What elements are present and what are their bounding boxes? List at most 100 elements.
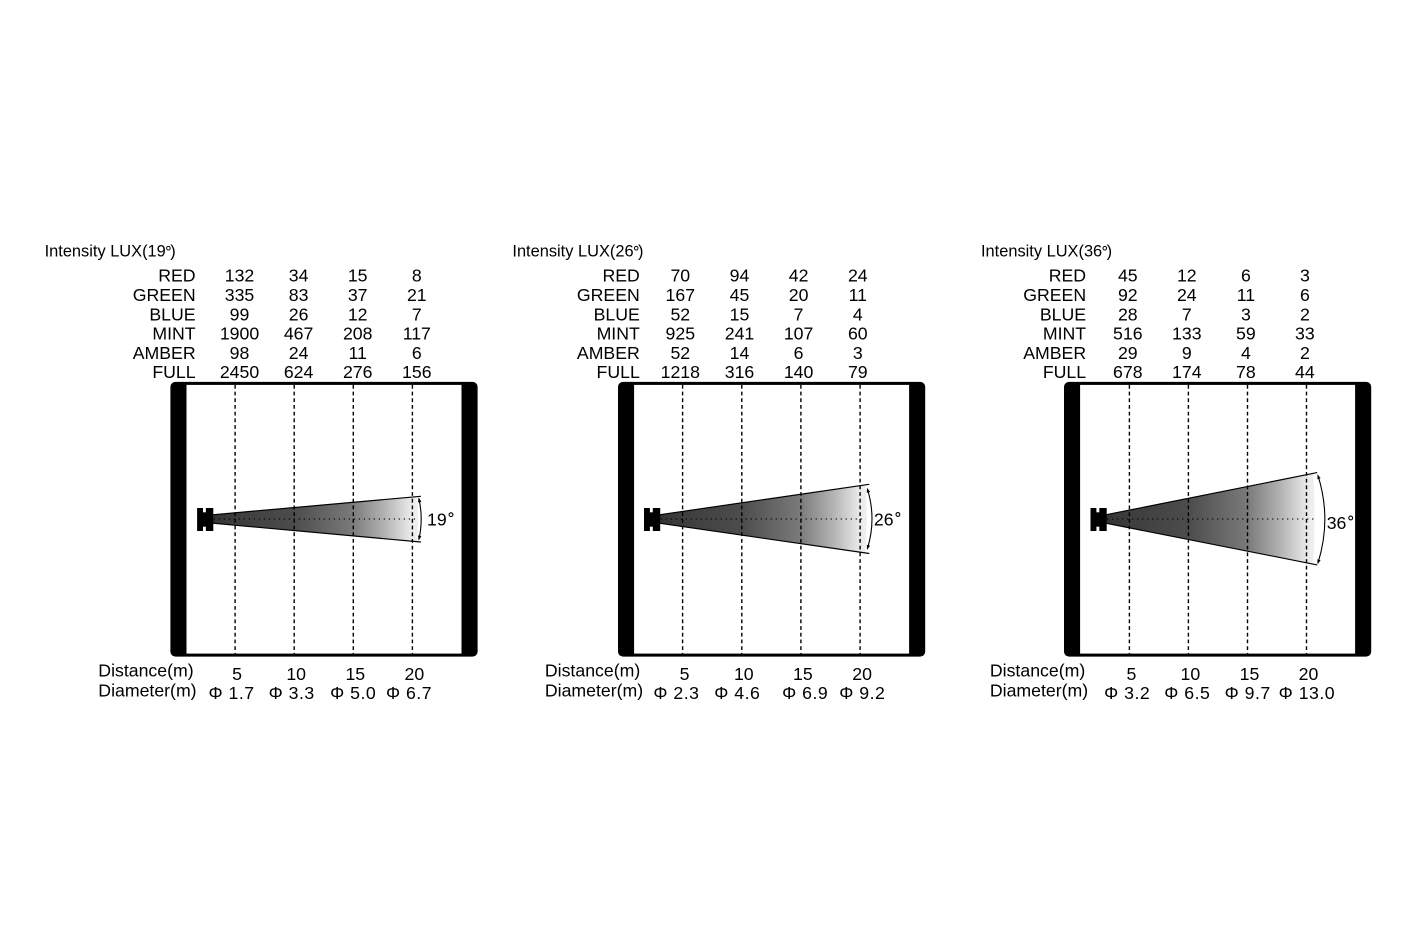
svg-text:Diameter(m): Diameter(m) (990, 680, 1088, 700)
svg-text:): ) (638, 243, 643, 261)
svg-text:Φ 9.2: Φ 9.2 (839, 683, 885, 703)
svg-text:21: 21 (407, 285, 427, 305)
svg-text:MINT: MINT (1043, 324, 1086, 344)
svg-text:2: 2 (1300, 304, 1310, 324)
svg-text:GREEN: GREEN (133, 285, 196, 305)
svg-text:6: 6 (1241, 266, 1251, 286)
svg-text:Φ 4.6: Φ 4.6 (714, 683, 760, 703)
svg-text:20: 20 (1299, 664, 1319, 684)
svg-text:29: 29 (1118, 343, 1138, 363)
svg-text:15: 15 (345, 664, 365, 684)
svg-text:Φ 2.3: Φ 2.3 (653, 683, 699, 703)
svg-text:36: 36 (1327, 513, 1347, 533)
svg-text:7: 7 (412, 304, 422, 324)
svg-text:RED: RED (158, 266, 195, 286)
svg-text:208: 208 (343, 324, 373, 344)
svg-text:42: 42 (789, 266, 809, 286)
svg-text:44: 44 (1295, 362, 1315, 382)
svg-text:10: 10 (734, 664, 754, 684)
svg-text:132: 132 (225, 266, 255, 286)
svg-text:AMBER: AMBER (133, 343, 196, 363)
svg-text:26: 26 (289, 304, 309, 324)
svg-text:Distance(m): Distance(m) (545, 661, 640, 681)
svg-text:11: 11 (349, 343, 367, 363)
svg-text:20: 20 (789, 285, 809, 305)
svg-text:Distance(m): Distance(m) (990, 661, 1085, 681)
svg-text:15: 15 (793, 664, 813, 684)
svg-text:BLUE: BLUE (149, 304, 195, 324)
svg-text:RED: RED (1049, 266, 1086, 286)
svg-text:241: 241 (725, 324, 755, 344)
svg-text:70: 70 (670, 266, 690, 286)
svg-text:10: 10 (1181, 664, 1201, 684)
svg-text:3: 3 (853, 343, 863, 363)
svg-text:33: 33 (1295, 324, 1315, 344)
svg-text:140: 140 (784, 362, 814, 382)
svg-text:15: 15 (730, 304, 750, 324)
svg-text:59: 59 (1236, 324, 1256, 344)
svg-text:): ) (170, 243, 175, 261)
svg-text:34: 34 (289, 266, 309, 286)
svg-text:14: 14 (730, 343, 750, 363)
svg-text:3: 3 (1300, 266, 1310, 286)
svg-text:AMBER: AMBER (1023, 343, 1086, 363)
svg-text:52: 52 (670, 304, 690, 324)
svg-text:335: 335 (225, 285, 255, 305)
svg-text:925: 925 (666, 324, 696, 344)
svg-text:Φ 3.2: Φ 3.2 (1104, 683, 1150, 703)
svg-text:): ) (1107, 243, 1112, 261)
svg-text:MINT: MINT (152, 324, 195, 344)
svg-text:94: 94 (730, 266, 750, 286)
svg-text:1900: 1900 (220, 324, 260, 344)
svg-text:2: 2 (1300, 343, 1310, 363)
svg-text:Φ 3.3: Φ 3.3 (269, 683, 315, 703)
svg-text:FULL: FULL (152, 362, 195, 382)
svg-text:5: 5 (1126, 664, 1136, 684)
svg-text:60: 60 (848, 324, 868, 344)
svg-text:GREEN: GREEN (577, 285, 640, 305)
svg-text:92: 92 (1118, 285, 1138, 305)
svg-text:678: 678 (1113, 362, 1143, 382)
svg-text:9: 9 (1182, 343, 1192, 363)
svg-text:20: 20 (852, 664, 872, 684)
svg-text:24: 24 (1177, 285, 1197, 305)
svg-text:FULL: FULL (1043, 362, 1086, 382)
svg-text:Φ 6.5: Φ 6.5 (1164, 683, 1210, 703)
svg-text:83: 83 (289, 285, 309, 305)
svg-text:11: 11 (849, 285, 867, 305)
svg-text:107: 107 (784, 324, 814, 344)
svg-text:28: 28 (1118, 304, 1138, 324)
svg-text:4: 4 (853, 304, 863, 324)
svg-text:Φ 1.7: Φ 1.7 (209, 683, 255, 703)
svg-text:37: 37 (348, 285, 368, 305)
svg-text:3: 3 (1241, 304, 1251, 324)
svg-text:316: 316 (725, 362, 755, 382)
svg-text:24: 24 (289, 343, 309, 363)
svg-text:167: 167 (666, 285, 696, 305)
svg-text:98: 98 (230, 343, 250, 363)
svg-text:RED: RED (602, 266, 639, 286)
svg-text:MINT: MINT (597, 324, 640, 344)
svg-text:15: 15 (348, 266, 368, 286)
svg-text:516: 516 (1113, 324, 1143, 344)
svg-text:Φ 6.7: Φ 6.7 (386, 683, 432, 703)
svg-text:Distance(m): Distance(m) (98, 661, 193, 681)
svg-text:BLUE: BLUE (594, 304, 640, 324)
svg-text:7: 7 (794, 304, 804, 324)
svg-text:99: 99 (230, 304, 250, 324)
svg-text:624: 624 (284, 362, 314, 382)
svg-text:7: 7 (1182, 304, 1192, 324)
svg-text:FULL: FULL (597, 362, 640, 382)
svg-text:2450: 2450 (220, 362, 260, 382)
svg-text:19: 19 (427, 510, 447, 530)
svg-text:AMBER: AMBER (577, 343, 640, 363)
svg-text:79: 79 (848, 362, 868, 382)
svg-text:45: 45 (730, 285, 750, 305)
svg-text:26: 26 (874, 510, 894, 530)
svg-text:156: 156 (402, 362, 432, 382)
svg-text:GREEN: GREEN (1023, 285, 1086, 305)
svg-text:11: 11 (1237, 285, 1255, 305)
svg-text:52: 52 (670, 343, 690, 363)
svg-text:Intensity LUX(36: Intensity LUX(36 (981, 243, 1102, 261)
svg-text:117: 117 (403, 324, 431, 344)
